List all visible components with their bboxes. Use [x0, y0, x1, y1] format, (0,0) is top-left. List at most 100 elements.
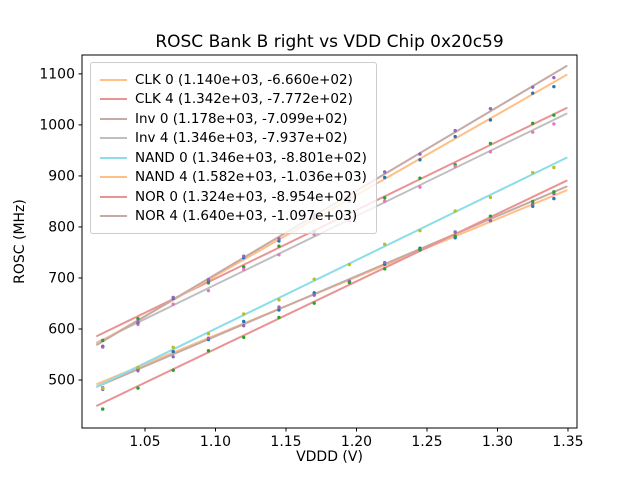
data-point-nor4 [171, 295, 175, 300]
legend-item-label: Inv 4 (1.346e+03, -7.937e+02) [135, 130, 348, 147]
data-point-inv0 [206, 336, 211, 340]
y-tick-label: 700 [48, 270, 75, 286]
data-point-nand0 [488, 195, 493, 200]
data-point-clk4 [277, 244, 281, 248]
data-point-nor4 [206, 277, 211, 282]
legend-item-nor0: NOR 0 (1.324e+03, -8.954e+02) [100, 187, 367, 207]
data-point-nor0 [312, 301, 316, 305]
y-axis-label: ROSC (MHz) [12, 199, 28, 284]
y-tick-label: 500 [48, 373, 75, 389]
data-point-nor4 [242, 254, 246, 258]
data-point-nand0 [382, 242, 387, 247]
legend-line-swatch [100, 78, 127, 81]
data-point-clk4 [552, 113, 556, 117]
legend-item-clk0: CLK 0 (1.140e+03, -6.660e+02) [100, 70, 367, 90]
data-point-nand0 [277, 298, 281, 302]
data-point-clk4 [101, 338, 105, 343]
data-point-inv4 [171, 302, 175, 306]
data-point-clk4 [418, 176, 422, 180]
data-point-nor4 [136, 320, 140, 324]
data-point-nor0 [453, 234, 457, 238]
y-tick-label: 800 [48, 219, 75, 235]
data-point-nand4 [418, 158, 422, 162]
data-point-inv4 [531, 130, 535, 134]
data-point-clk4 [488, 141, 493, 146]
legend-item-clk4: CLK 4 (1.342e+03, -7.772e+02) [100, 90, 367, 110]
data-point-nand0 [136, 365, 140, 370]
data-point-nor0 [136, 386, 140, 390]
legend-line-swatch [100, 137, 127, 140]
fit-line-inv0 [96, 185, 568, 388]
data-point-nand0 [242, 312, 246, 316]
data-point-nand0 [347, 262, 352, 267]
data-point-clk0 [277, 308, 281, 312]
x-tick-label: 1.15 [270, 434, 301, 450]
data-point-inv0 [382, 260, 387, 265]
data-point-nand0 [206, 332, 211, 336]
legend-item-inv4: Inv 4 (1.346e+03, -7.937e+02) [100, 129, 367, 149]
data-point-nor0 [101, 407, 105, 411]
legend-item-label: NAND 0 (1.346e+03, -8.801e+02) [135, 149, 367, 166]
data-point-clk0 [552, 196, 556, 201]
data-point-inv4 [277, 253, 281, 257]
data-point-clk4 [242, 265, 246, 269]
legend-line-swatch [100, 195, 127, 198]
data-point-inv4 [382, 199, 387, 203]
legend-item-label: Inv 0 (1.178e+03, -7.099e+02) [135, 110, 348, 127]
x-tick-label: 1.35 [552, 434, 583, 450]
legend-line-swatch [100, 176, 127, 179]
fit-line-nand0 [96, 156, 568, 388]
y-tick-label: 1000 [39, 117, 75, 133]
legend-line-swatch [100, 215, 127, 218]
legend-item-label: NOR 0 (1.324e+03, -8.954e+02) [135, 188, 358, 205]
fit-line-nor0 [96, 179, 568, 407]
data-point-clk0 [171, 349, 175, 354]
data-point-nor0 [488, 214, 493, 218]
data-point-nor4 [488, 106, 493, 111]
x-tick-label: 1.25 [411, 434, 442, 450]
data-point-nand0 [531, 170, 535, 175]
legend-item-label: CLK 0 (1.140e+03, -6.660e+02) [135, 71, 353, 88]
data-point-inv4 [242, 267, 246, 272]
data-point-nor4 [277, 237, 281, 241]
axes-frame [81, 54, 578, 429]
data-point-nor4 [382, 170, 387, 174]
data-point-nand4 [488, 118, 493, 122]
data-point-nand4 [453, 134, 457, 139]
legend-item-label: CLK 4 (1.342e+03, -7.772e+02) [135, 91, 353, 108]
legend-item-nand0: NAND 0 (1.346e+03, -8.801e+02) [100, 148, 367, 168]
data-point-inv0 [531, 202, 535, 206]
data-point-nand0 [453, 209, 457, 213]
y-tick-label: 600 [48, 322, 75, 338]
data-point-inv0 [312, 293, 316, 297]
data-point-nor0 [552, 190, 556, 194]
data-point-nor4 [453, 128, 457, 133]
x-tick-label: 1.30 [482, 434, 513, 450]
data-point-nor4 [101, 345, 105, 349]
x-tick-label: 1.20 [341, 434, 372, 450]
y-tick-label: 900 [48, 168, 75, 184]
legend: CLK 0 (1.140e+03, -6.660e+02) CLK 4 (1.3… [90, 62, 377, 234]
data-point-inv0 [171, 355, 175, 359]
legend-line-swatch [100, 156, 127, 159]
data-point-clk4 [531, 121, 535, 126]
data-point-inv0 [453, 230, 457, 234]
legend-item-label: NOR 4 (1.640e+03, -1.097e+03) [135, 208, 358, 225]
data-point-inv4 [453, 164, 457, 169]
x-axis-label: VDDD (V) [296, 449, 363, 465]
data-point-nor0 [171, 368, 175, 372]
data-point-nand0 [418, 228, 422, 233]
x-tick-label: 1.05 [129, 434, 160, 450]
data-point-inv4 [552, 122, 556, 126]
data-point-nor4 [418, 152, 422, 156]
data-point-nand0 [312, 277, 316, 281]
data-point-nand4 [531, 91, 535, 95]
data-point-nor0 [347, 280, 352, 285]
legend-line-swatch [100, 98, 127, 101]
legend-line-swatch [100, 117, 127, 120]
data-point-nand0 [552, 165, 556, 170]
x-tick-label: 1.10 [200, 434, 231, 450]
data-point-inv4 [418, 185, 422, 189]
y-tick-label: 1100 [39, 66, 75, 82]
